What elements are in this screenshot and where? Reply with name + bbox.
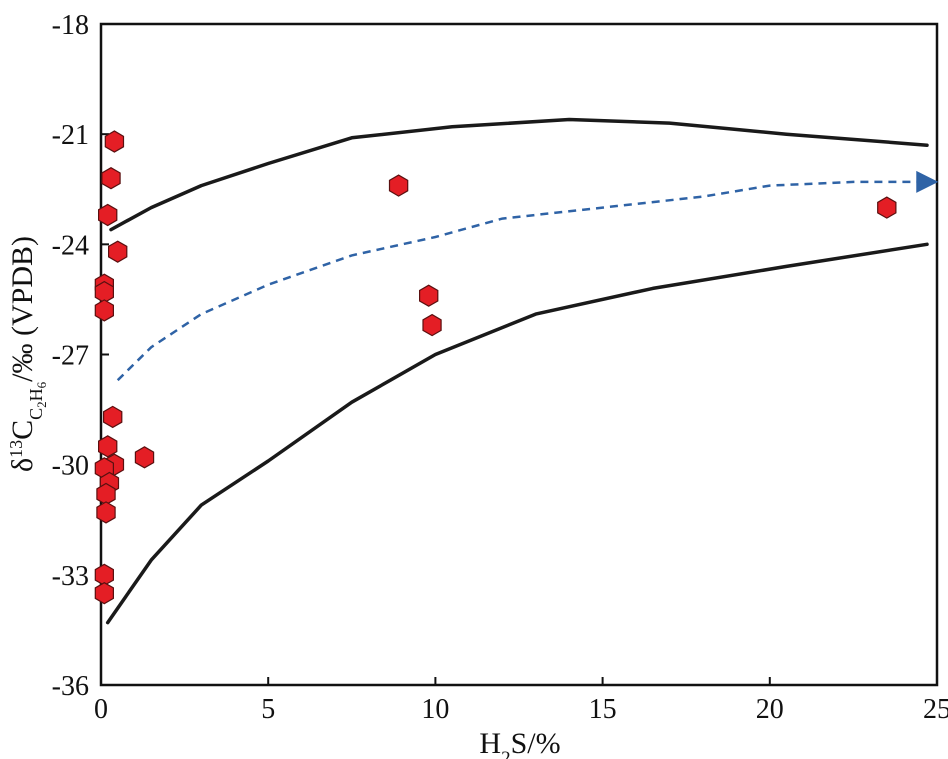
data-point [97, 435, 118, 458]
x-tick-label: 0 [94, 694, 108, 725]
x-axis-label: H2S/% [479, 727, 560, 759]
y-label-sub3: H [26, 388, 46, 401]
y-label-sub4: 6 [34, 381, 49, 388]
axis-ticks: 0 5 10 15 20 25 -18 -21 -24 -27 -30 -33 -36 [52, 10, 948, 725]
data-point [96, 501, 116, 524]
y-label-sup: 13 [6, 440, 26, 458]
y-label-sub1: C [26, 408, 46, 420]
x-tick-label: 15 [589, 694, 617, 725]
trend-arrow [116, 170, 939, 382]
y-tick-label: -33 [52, 561, 89, 592]
x-tick-label: 20 [756, 694, 784, 725]
x-label-sub: 2 [501, 748, 511, 759]
data-point [388, 174, 409, 197]
data-point [134, 446, 155, 469]
data-point [101, 167, 121, 190]
data-point [102, 405, 123, 429]
y-label-sub2: 2 [34, 401, 49, 408]
y-axis-label: δ13CC2H6/‰ (VPDB) [6, 236, 49, 472]
data-points [94, 130, 897, 605]
data-point [877, 196, 897, 219]
data-point [94, 299, 115, 322]
trend-arrow-head [916, 170, 939, 193]
y-tick-label: -21 [52, 120, 89, 151]
data-point [419, 284, 439, 307]
data-point [94, 582, 115, 605]
upper-envelope-line [109, 117, 929, 232]
y-tick-label: -30 [52, 451, 89, 482]
y-tick-label: -18 [52, 10, 89, 41]
y-tick-label: -24 [52, 230, 89, 261]
envelope-lines [105, 117, 929, 625]
x-tick-label: 10 [421, 694, 449, 725]
axis-labels: H2S/% δ13CC2H6/‰ (VPDB) [6, 236, 561, 759]
y-tick-label: -27 [52, 341, 89, 372]
y-tick-label: -36 [52, 671, 89, 702]
data-point [97, 203, 118, 227]
data-point [422, 313, 442, 337]
x-tick-label: 25 [923, 694, 948, 725]
lower-envelope-line [105, 242, 929, 625]
x-tick-label: 5 [261, 694, 275, 725]
data-point [107, 240, 128, 263]
data-point [104, 130, 125, 153]
trend-dashed-line [116, 180, 921, 382]
